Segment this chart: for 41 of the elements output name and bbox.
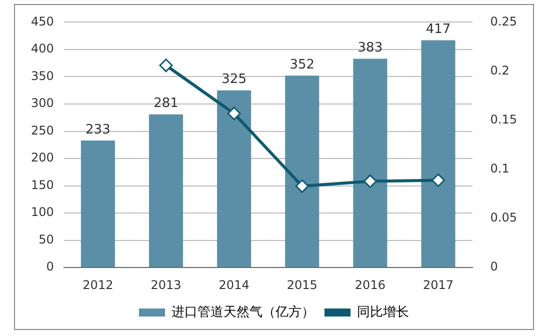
y2-tick-label: 0 [490,260,498,274]
x-tick-label: 2013 [150,278,182,292]
data-label: 233 [86,122,110,138]
data-label: 352 [290,58,315,73]
legend-label: 同比增长 [357,304,409,320]
y2-tick-label: 0.05 [490,210,517,225]
point [295,179,309,193]
y-tick-label: 400 [31,42,54,56]
x-tick-label: 2014 [218,278,250,292]
bar [80,140,115,268]
y-tick-label: 200 [31,150,54,165]
y-tick-label: 150 [31,178,54,192]
y-tick-label: 100 [31,205,54,220]
y-tick-label: 300 [31,96,54,110]
bar [353,58,388,268]
point [432,173,445,187]
bar [285,76,320,268]
y-tick-label: 350 [31,68,54,83]
y-tick-label: 50 [38,232,54,246]
point [363,174,377,188]
y-tick-label: 250 [31,123,54,138]
data-label: 325 [222,72,246,88]
y-tick-label: 450 [31,14,54,28]
point [159,58,173,72]
x-tick-label: 2012 [82,278,114,292]
data-label: 281 [154,96,178,112]
x-tick-label: 2015 [286,278,318,292]
x-tick-label: 2017 [422,278,454,292]
bar [217,90,252,268]
point [227,106,241,120]
y2-tick-label: 0.1 [490,162,510,176]
y2-tick-label: 0.2 [490,63,510,78]
data-label: 417 [426,22,451,38]
legend-label: 进口管道天然气（亿方） [172,304,314,320]
bar [421,40,456,268]
data-label: 383 [358,40,383,56]
y-tick-label: 0 [46,260,54,274]
bar [148,114,184,268]
y2-tick-label: 0.25 [490,14,517,28]
x-tick-label: 2016 [354,278,386,292]
y2-tick-label: 0.15 [490,112,517,126]
